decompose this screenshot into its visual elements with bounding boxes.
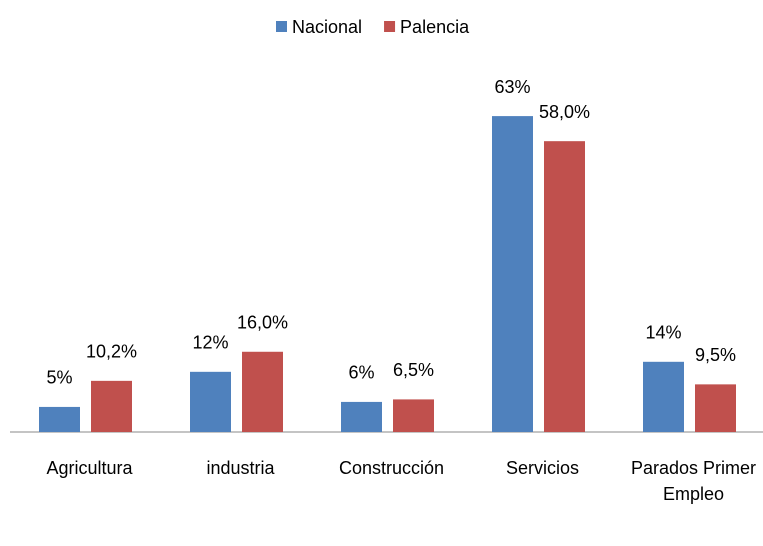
bar — [91, 380, 132, 432]
bar — [695, 384, 736, 432]
bar — [341, 401, 382, 432]
data-label: 16,0% — [237, 313, 288, 333]
legend-label: Nacional — [292, 17, 362, 37]
bar — [190, 371, 231, 432]
x-tick-label: Parados Primer Empleo — [630, 458, 757, 504]
bar — [242, 351, 283, 432]
data-label: 6% — [348, 363, 374, 383]
bar — [643, 361, 684, 432]
bar — [393, 399, 434, 432]
legend-label: Palencia — [400, 17, 470, 37]
bar — [544, 141, 585, 432]
x-tick-label: Agricultura — [46, 458, 133, 478]
data-label: 63% — [494, 77, 530, 97]
bar — [39, 406, 80, 432]
x-tick-label: Construcción — [338, 458, 445, 478]
legend-swatch — [384, 21, 396, 32]
data-label: 6,5% — [393, 360, 434, 380]
bar — [492, 116, 533, 432]
data-label: 14% — [645, 323, 681, 343]
data-label: 9,5% — [695, 345, 736, 365]
data-label: 58,0% — [539, 102, 590, 122]
data-label: 10,2% — [86, 342, 137, 362]
x-tick-label: industria — [206, 458, 275, 478]
x-tick-label: Servicios — [505, 458, 580, 478]
data-label: 5% — [46, 368, 72, 388]
legend-swatch — [276, 21, 287, 32]
data-label: 12% — [192, 333, 228, 353]
